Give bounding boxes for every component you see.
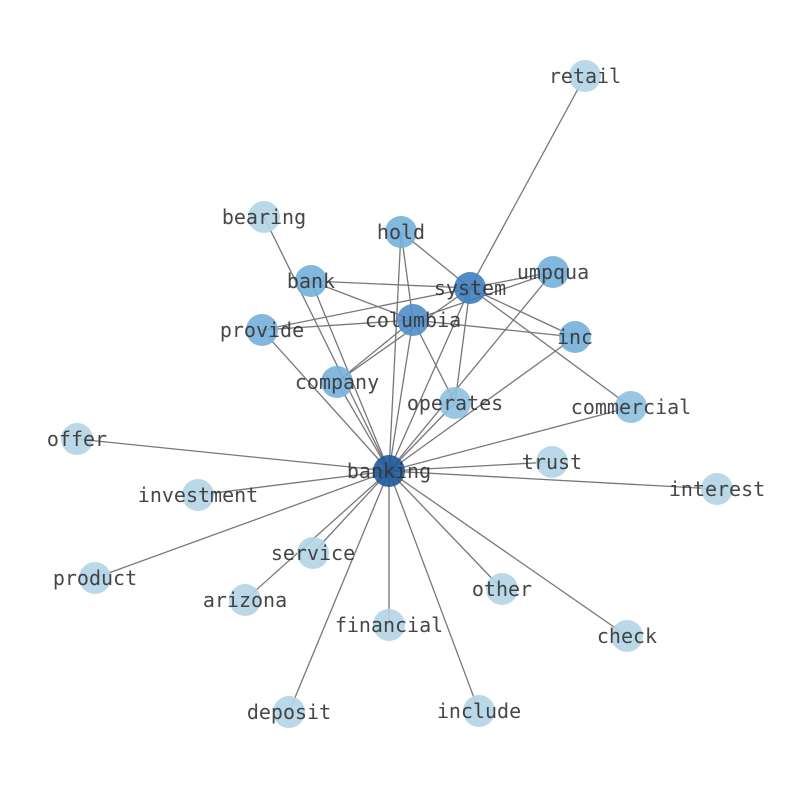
node-product — [79, 562, 111, 594]
node-label-bank: bank — [287, 269, 335, 293]
edge-columbia-company — [336, 319, 414, 383]
edge-inc-banking — [388, 336, 576, 472]
node-columbia — [397, 304, 429, 336]
node-investment — [182, 479, 214, 511]
node-label-retail: retail — [549, 64, 621, 88]
edge-system-commercial — [469, 287, 632, 408]
node-retail — [569, 60, 601, 92]
node-company — [321, 366, 353, 398]
node-service — [297, 537, 329, 569]
edge-system-inc — [469, 287, 576, 338]
node-arizona — [229, 584, 261, 616]
node-label-include: include — [437, 699, 521, 723]
edge-system-banking — [388, 287, 471, 472]
edge-product-banking — [94, 470, 390, 579]
edge-system-bank — [310, 280, 471, 289]
node-label-service: service — [271, 541, 355, 565]
node-label-system: system — [434, 276, 506, 300]
edge-system-retail — [469, 75, 586, 289]
edge-hold-banking — [388, 231, 402, 472]
node-other — [486, 573, 518, 605]
node-deposit — [273, 696, 305, 728]
edge-include-banking — [388, 470, 480, 712]
node-label-arizona: arizona — [203, 588, 287, 612]
node-label-inc: inc — [557, 325, 593, 349]
node-bank — [295, 265, 327, 297]
node-label-financial: financial — [335, 613, 443, 637]
node-label-product: product — [53, 566, 137, 590]
node-operates — [439, 387, 471, 419]
edge-bearing-banking — [263, 216, 390, 472]
node-label-hold: hold — [377, 220, 425, 244]
node-label-provide: provide — [220, 318, 304, 342]
node-label-banking: banking — [347, 459, 431, 483]
edge-provide-banking — [261, 329, 390, 472]
node-label-trust: trust — [522, 450, 582, 474]
edge-columbia-inc — [412, 319, 576, 338]
node-interest — [701, 473, 733, 505]
edge-arizona-banking — [244, 470, 390, 601]
edge-trust-banking — [388, 461, 553, 472]
node-label-investment: investment — [138, 483, 258, 507]
node-label-other: other — [472, 577, 532, 601]
edge-columbia-banking — [388, 319, 414, 472]
edge-system-provide — [261, 287, 471, 331]
node-label-interest: interest — [669, 477, 765, 501]
edge-system-operates — [454, 287, 471, 404]
node-include — [463, 695, 495, 727]
node-label-deposit: deposit — [247, 700, 331, 724]
node-label-company: company — [295, 370, 379, 394]
node-financial — [373, 609, 405, 641]
node-check — [611, 620, 643, 652]
node-commercial — [615, 391, 647, 423]
edge-offer-banking — [76, 438, 390, 472]
node-umpqua — [537, 256, 569, 288]
edge-check-banking — [388, 470, 628, 637]
node-label-check: check — [597, 624, 657, 648]
node-label-columbia: columbia — [365, 308, 461, 332]
node-provide — [246, 314, 278, 346]
node-label-umpqua: umpqua — [517, 260, 589, 284]
edge-interest-banking — [388, 470, 718, 490]
node-offer — [61, 423, 93, 455]
edge-columbia-provide — [261, 319, 414, 331]
node-bearing — [248, 201, 280, 233]
nodes — [61, 60, 733, 728]
edge-system-company — [336, 287, 471, 383]
edge-investment-banking — [197, 470, 390, 496]
node-inc — [559, 321, 591, 353]
edge-service-banking — [312, 470, 390, 554]
edge-company-banking — [336, 381, 390, 472]
node-trust — [536, 446, 568, 478]
edge-umpqua-banking — [388, 271, 554, 472]
node-banking — [373, 455, 405, 487]
edge-deposit-banking — [288, 470, 390, 713]
node-label-commercial: commercial — [571, 395, 691, 419]
node-label-bearing: bearing — [222, 205, 306, 229]
node-label-operates: operates — [407, 391, 503, 415]
labels: retail bearing hold system umpqua bank provide… — [47, 64, 765, 724]
node-system — [454, 272, 486, 304]
node-label-offer: offer — [47, 427, 107, 451]
edge-other-banking — [388, 470, 503, 590]
edge-columbia-bank — [310, 280, 414, 321]
edge-commercial-banking — [388, 406, 632, 472]
node-hold — [385, 216, 417, 248]
